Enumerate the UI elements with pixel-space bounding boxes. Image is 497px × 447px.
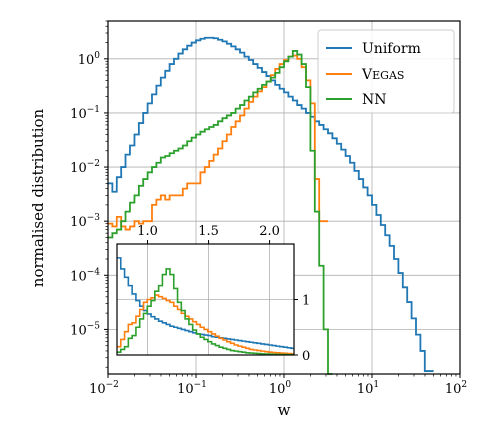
legend-label-nn: NN — [362, 92, 387, 108]
inset-x-tick-label: 1.0 — [137, 224, 158, 239]
x-tick-label: 102 — [445, 380, 467, 397]
x-axis-label: w — [278, 401, 291, 419]
y-tick-label: 10−4 — [70, 267, 100, 284]
inset-x-tick-label: 1.5 — [198, 224, 219, 239]
x-tick-label: 100 — [269, 380, 292, 397]
main-ticks: 10−2 10−1 100 101 102 10−5 10−4 10−3 10−2 10−1 100 — [70, 20, 467, 397]
y-tick-label: 10−2 — [70, 159, 100, 176]
inset-y-tick-label: 1 — [302, 294, 310, 309]
y-tick-label: 10−5 — [70, 321, 100, 338]
y-axis-label: normalised distribution — [29, 108, 47, 287]
y-tick-label: 100 — [78, 51, 101, 68]
x-tick-label: 10−1 — [177, 380, 207, 397]
inset-series-line-nn — [117, 268, 294, 356]
legend-label-uniform: Uniform — [362, 41, 421, 57]
inset-series-line-vegas — [117, 294, 294, 355]
inset-series — [117, 257, 294, 356]
series-line-nn — [108, 50, 333, 375]
legend: Uniform VEGAS NN — [317, 29, 455, 114]
inset-x-tick-label: 2.0 — [259, 224, 280, 239]
y-tick-label: 10−1 — [70, 105, 100, 122]
inset-y-tick-label: 0 — [302, 349, 310, 364]
legend-box — [317, 29, 455, 114]
x-tick-label: 10−2 — [89, 380, 119, 397]
main-series — [108, 36, 434, 375]
y-tick-label: 10−3 — [70, 213, 100, 230]
inset-ticks: 1.0 1.5 2.0 0 1 — [137, 224, 310, 364]
x-tick-label: 101 — [357, 380, 379, 397]
legend-label-vegas: VEGAS — [361, 67, 404, 83]
